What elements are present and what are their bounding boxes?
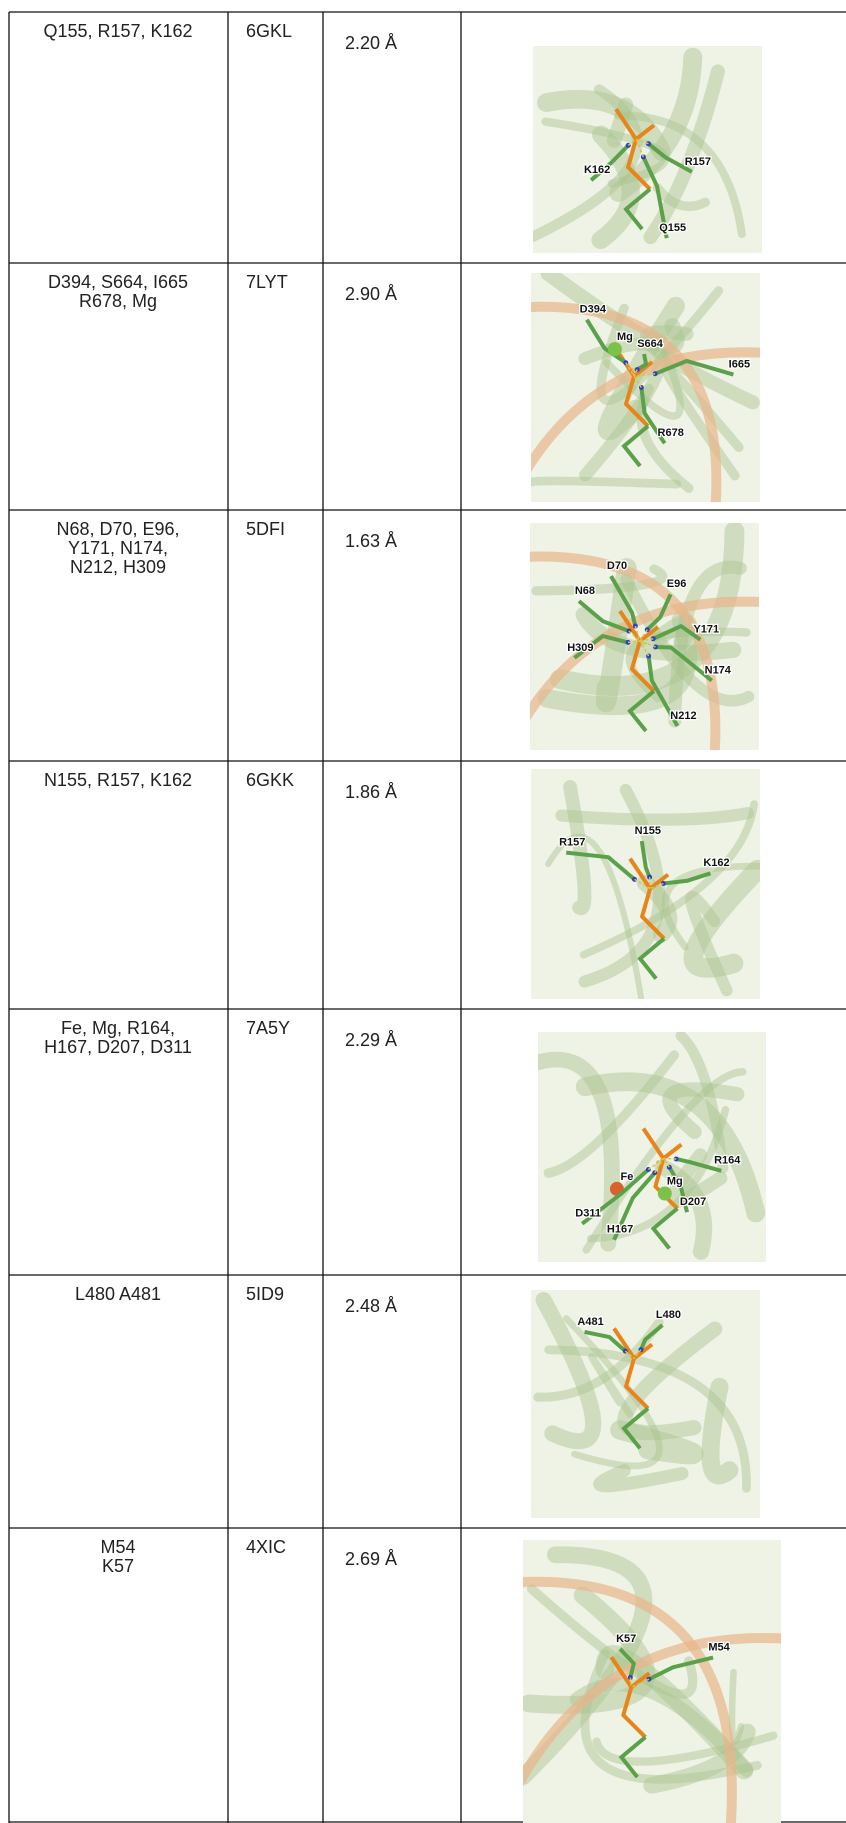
residues: Y171, N174, — [68, 538, 168, 558]
residue-label: E96 — [667, 578, 687, 590]
residue-label: D70 — [607, 560, 627, 572]
residues: L480 A481 — [75, 1284, 161, 1304]
ion — [658, 1187, 672, 1201]
residue-label: K162 — [584, 164, 610, 176]
residue-label: Y171 — [693, 624, 719, 636]
page: Q155, R157, K162 6GKL 2.20 Å K162 R157 Q155 D3… — [0, 0, 846, 1823]
residue-label: Fe — [620, 1171, 633, 1183]
residue-label: A481 — [577, 1316, 603, 1328]
structure-image: K162 R157 Q155 — [533, 46, 762, 253]
pdb-id: 5ID9 — [246, 1284, 284, 1304]
residue-label: S664 — [637, 338, 664, 350]
structure-image: D394 Mg S664 I665 R678 — [521, 273, 770, 522]
residues: H167, D207, D311 — [44, 1037, 192, 1057]
residue-label: D394 — [580, 304, 607, 316]
residue-label: R157 — [685, 156, 711, 168]
pdb-id: 6GKL — [246, 21, 292, 41]
residues: K57 — [102, 1556, 134, 1576]
residue-label: K162 — [703, 857, 729, 869]
distance: 2.48 Å — [345, 1296, 397, 1316]
distance: 2.90 Å — [345, 284, 397, 304]
residue-label: Mg — [667, 1175, 683, 1187]
structure-image: K57 M54 — [513, 1540, 791, 1823]
distance: 2.29 Å — [345, 1030, 397, 1050]
residue-label: R157 — [559, 837, 585, 849]
residue-label: M54 — [708, 1641, 730, 1653]
structure-image: R164 Mg Fe D207 D311 H167 — [538, 1032, 766, 1262]
cartoon — [532, 481, 677, 484]
pdb-id: 7LYT — [246, 272, 288, 292]
structure-image: R157 N155 K162 — [531, 769, 760, 999]
residue-label: R678 — [658, 427, 684, 439]
residue-label: N212 — [670, 710, 696, 722]
residue-label: K57 — [616, 1633, 636, 1645]
residue-label: I665 — [729, 359, 750, 371]
table: Q155, R157, K162 6GKL 2.20 Å K162 R157 Q155 D3… — [0, 0, 846, 1823]
pdb-id: 5DFI — [246, 519, 285, 539]
structure-image: D70 N68 E96 Y171 H309 N174 N212 — [520, 523, 769, 770]
ion — [608, 342, 622, 356]
residue-label: H309 — [567, 642, 593, 654]
distance: 2.69 Å — [345, 1549, 397, 1569]
residue-label: L480 — [656, 1309, 681, 1321]
distance: 1.63 Å — [345, 531, 397, 551]
residues: N155, R157, K162 — [44, 770, 192, 790]
pdb-id: 6GKK — [246, 770, 294, 790]
residue-label: Mg — [617, 331, 633, 343]
cartoon — [562, 813, 748, 820]
residue-label: D311 — [575, 1208, 601, 1220]
residues: D394, S664, I665 — [48, 272, 188, 292]
residues: M54 — [100, 1537, 135, 1557]
distance: 2.20 Å — [345, 33, 397, 53]
residues: N212, H309 — [70, 557, 166, 577]
residue-label: H167 — [607, 1224, 633, 1236]
pdb-id: 7A5Y — [246, 1018, 290, 1038]
residues: R678, Mg — [79, 291, 157, 311]
residue-label: R164 — [714, 1155, 741, 1167]
residue-label: D207 — [680, 1196, 706, 1208]
structure-image: A481 L480 — [531, 1290, 760, 1518]
residue-label: N155 — [635, 825, 661, 837]
residue-label: Q155 — [659, 222, 686, 234]
residue-label: N174 — [705, 664, 732, 676]
residue-label: N68 — [575, 585, 595, 597]
distance: 1.86 Å — [345, 782, 397, 802]
residues: N68, D70, E96, — [56, 519, 179, 539]
pdb-id: 4XIC — [246, 1537, 286, 1557]
residues: Q155, R157, K162 — [43, 21, 192, 41]
residues: Fe, Mg, R164, — [61, 1018, 175, 1038]
